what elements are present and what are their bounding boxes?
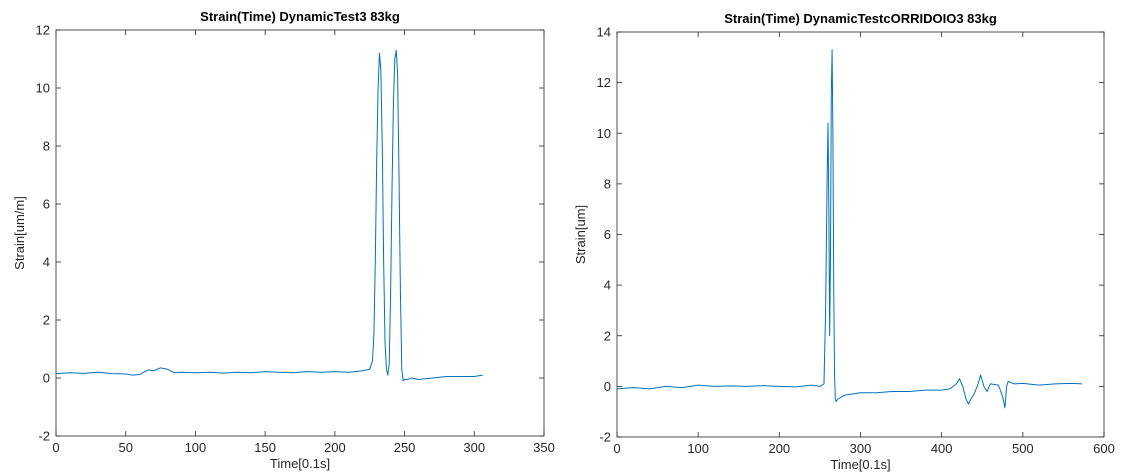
left-ytick-label: 2 — [43, 313, 50, 328]
right-xtick-label: 600 — [1093, 441, 1115, 456]
right-xtick-label: 0 — [613, 441, 620, 456]
chart-right: Strain(Time) DynamicTestcORRIDOIO3 83kg 0… — [563, 0, 1126, 472]
left-ytick-label: 8 — [43, 139, 50, 154]
right-ytick-label: 0 — [604, 379, 611, 394]
right-ytick-label: 10 — [597, 126, 611, 141]
right-xtick-label: 400 — [931, 441, 953, 456]
right-ytick-label: 14 — [597, 25, 611, 40]
right-ytick-label: 8 — [604, 176, 611, 191]
chart-right-svg: Strain(Time) DynamicTestcORRIDOIO3 83kg 0… — [573, 11, 1115, 472]
left-xtick-label: 150 — [254, 440, 276, 455]
left-ytick-label: -2 — [38, 429, 50, 444]
right-ytick-label: 12 — [597, 75, 611, 90]
right-xtick-label: 300 — [850, 441, 872, 456]
right-ytick-label: 2 — [604, 328, 611, 343]
left-xtick-label: 100 — [185, 440, 207, 455]
right-xtick-label: 100 — [687, 441, 709, 456]
left-ytick-label: 4 — [43, 255, 50, 270]
chart-left: Strain(Time) DynamicTest3 83kg 0 50 100 150 2… — [12, 9, 555, 471]
right-chart-title: Strain(Time) DynamicTestcORRIDOIO3 83kg — [724, 11, 997, 26]
right-series-line-0 — [616, 49, 1083, 409]
left-xtick-label: 300 — [463, 440, 485, 455]
left-ytick-label: 10 — [36, 81, 50, 96]
left-xtick-label: 50 — [118, 440, 132, 455]
right-axes-box — [616, 31, 1105, 438]
right-ytick-label: 6 — [604, 227, 611, 242]
left-ytick-label: 6 — [43, 197, 50, 212]
right-xtick-label: 200 — [768, 441, 790, 456]
left-chart-title: Strain(Time) DynamicTest3 83kg — [200, 9, 400, 24]
left-xtick-label: 250 — [394, 440, 416, 455]
right-ytick-label: -2 — [599, 430, 611, 445]
left-xtick-label: 200 — [324, 440, 346, 455]
left-xtick-label: 0 — [52, 440, 59, 455]
right-ytick-label: 4 — [604, 278, 611, 293]
right-x-axis-label: Time[0.1s] — [830, 457, 890, 472]
left-xtick-label: 350 — [533, 440, 555, 455]
left-ytick-label: 12 — [36, 23, 50, 38]
left-ytick-label: 0 — [43, 371, 50, 386]
left-x-axis-label: Time[0.1s] — [270, 456, 330, 471]
left-series-line-0 — [55, 49, 483, 382]
left-y-axis-label: Strain[um/m] — [12, 196, 27, 270]
right-y-axis-label: Strain[um] — [573, 205, 588, 264]
left-axes-box — [55, 29, 545, 437]
right-xtick-label: 500 — [1012, 441, 1034, 456]
